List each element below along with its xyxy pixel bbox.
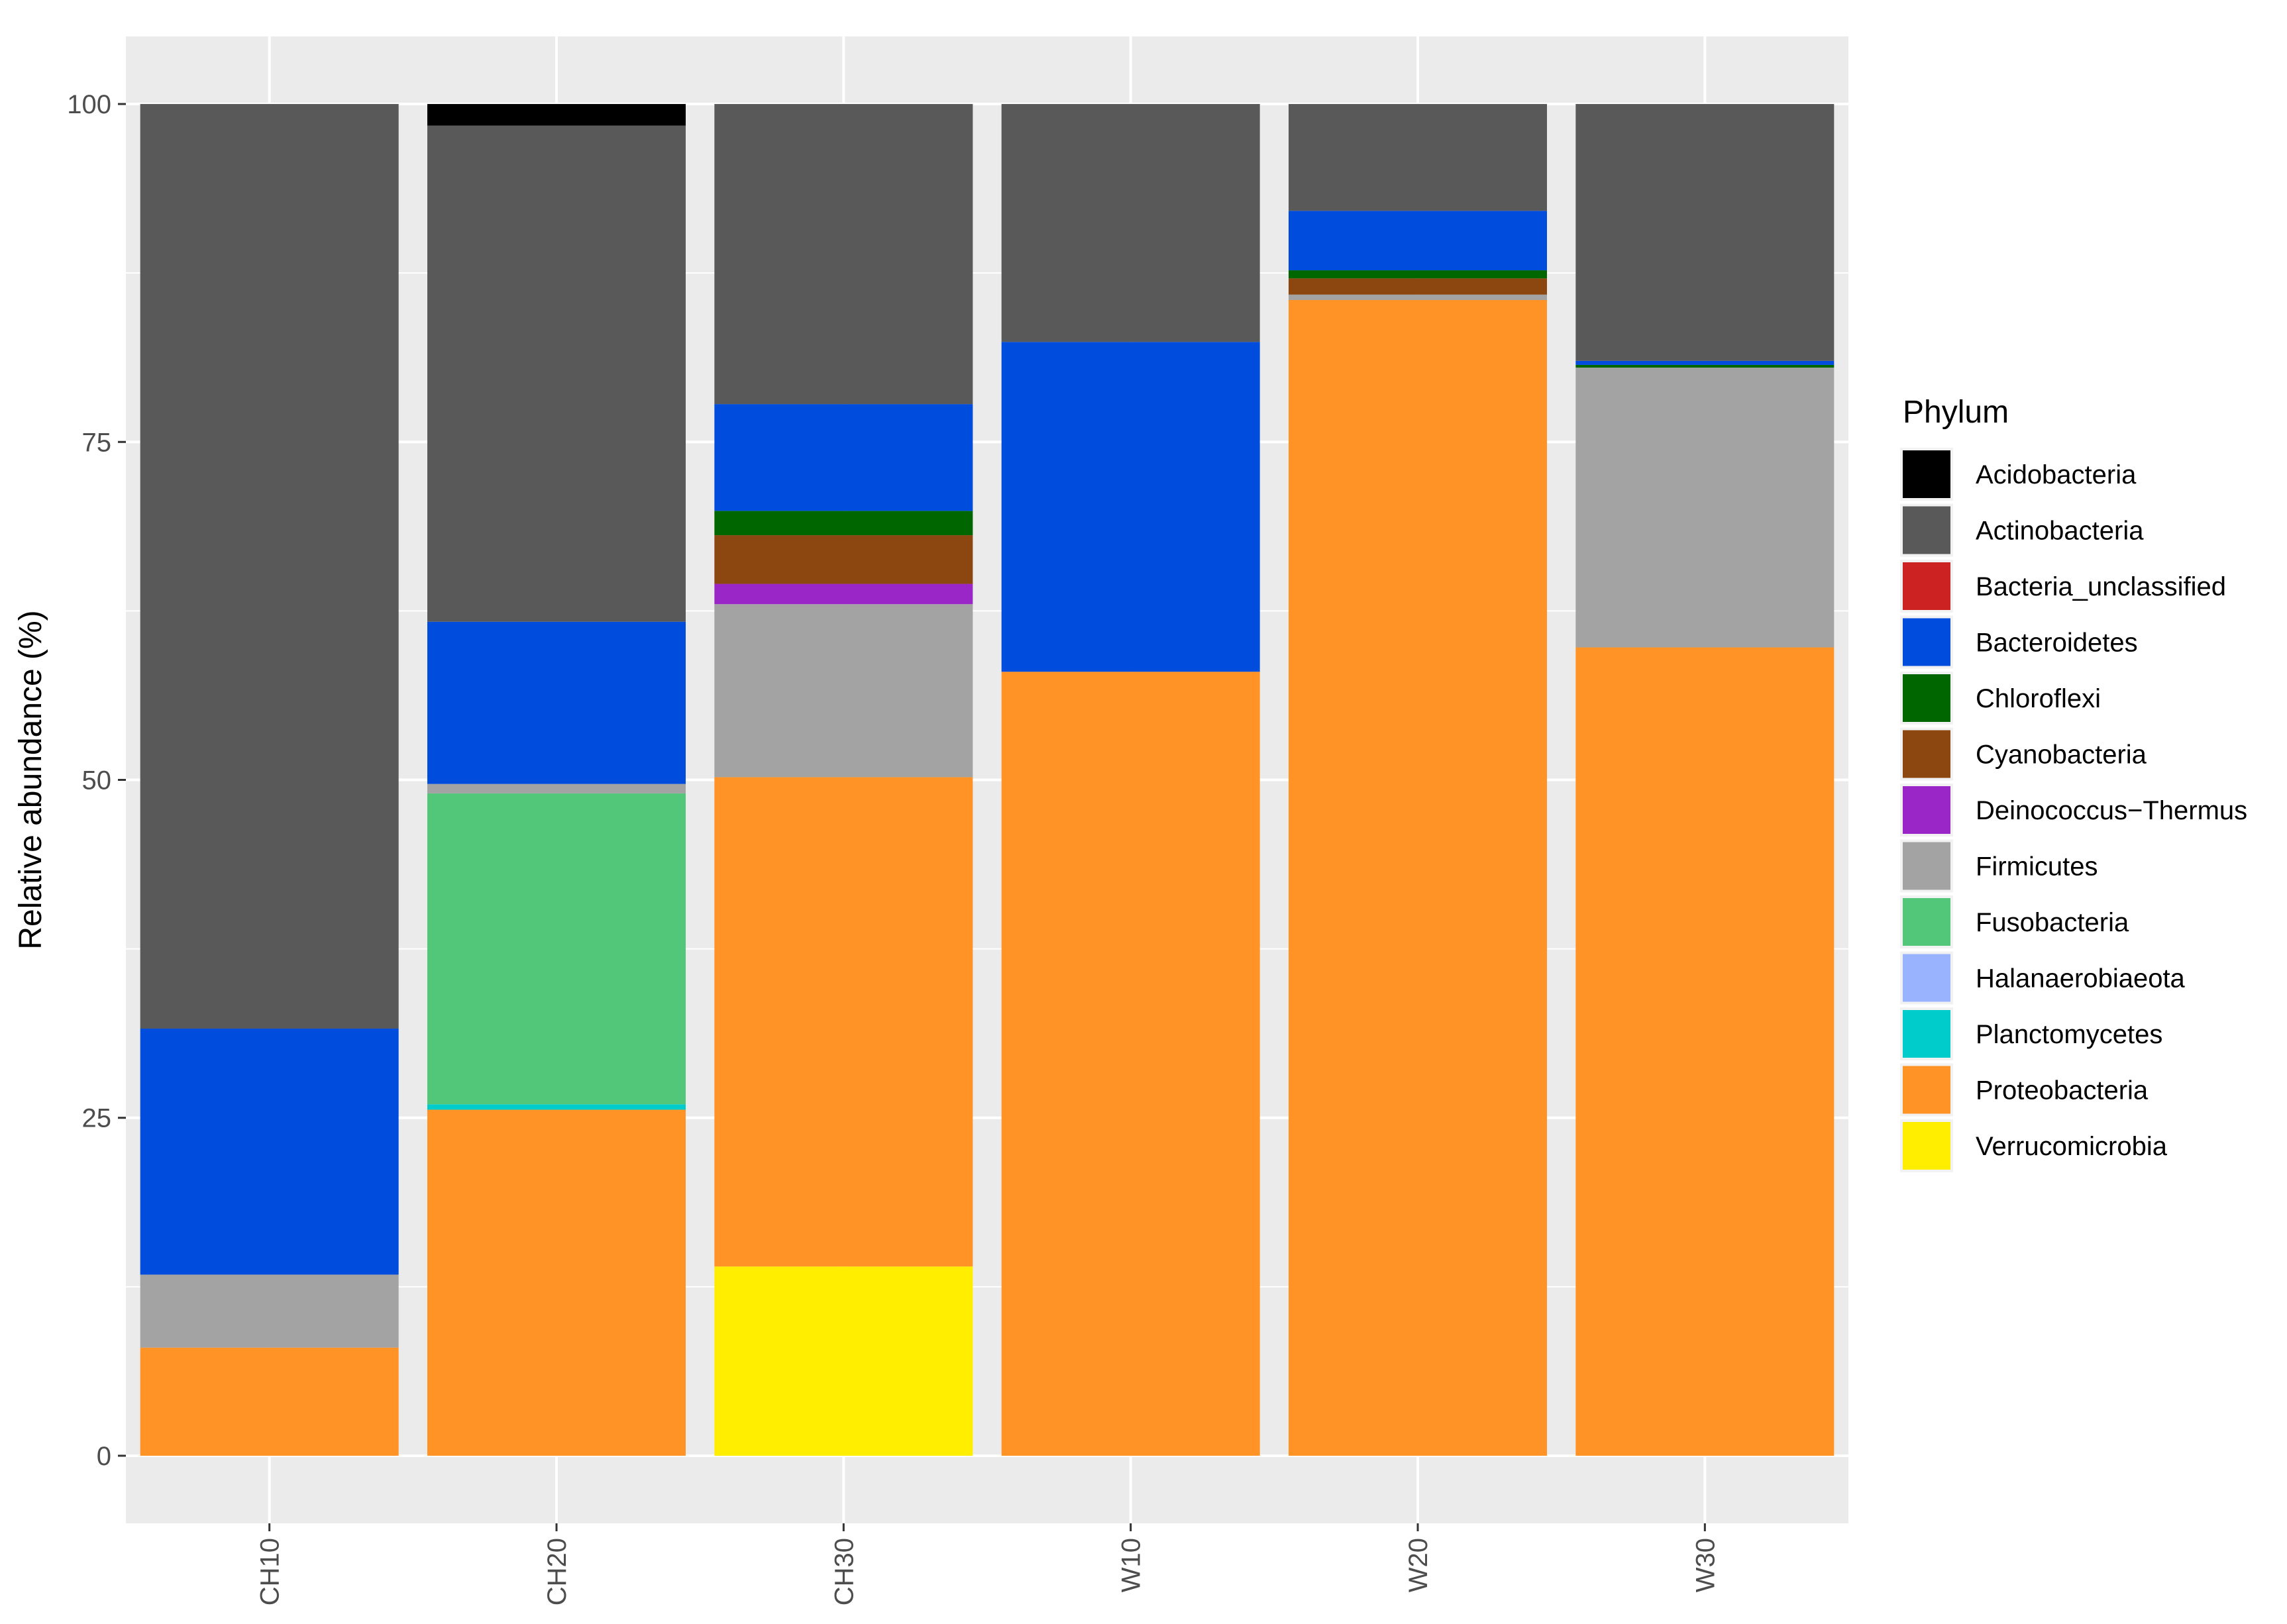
y-axis: 0 25 50 75 100 [67, 90, 126, 1471]
legend-swatch [1903, 898, 1950, 946]
bar-segment [1575, 360, 1835, 365]
legend-label: Deinococcus−Thermus [1976, 796, 2247, 825]
legend-item: Chloroflexi [1900, 672, 2101, 725]
bar-segment [1289, 270, 1547, 279]
y-tick-label: 50 [82, 766, 112, 795]
legend-item: Verrucomicrobia [1900, 1119, 2168, 1172]
legend-swatch [1903, 1122, 1950, 1170]
y-tick-label: 100 [67, 90, 111, 119]
bar-segment [1575, 368, 1835, 648]
bar-segment [1575, 647, 1835, 1456]
legend-swatch [1903, 562, 1950, 610]
bar-segment [1575, 104, 1835, 361]
legend-swatch [1903, 674, 1950, 722]
y-tick-label: 0 [97, 1442, 111, 1471]
y-axis-title: Relative abundance (%) [13, 610, 48, 949]
legend-item: Planctomycetes [1900, 1007, 2162, 1060]
bar-segment [1289, 299, 1547, 1456]
bar-segment [140, 1029, 399, 1275]
x-axis: CH10 CH20 CH30 W10 W20 W30 [256, 1523, 1720, 1605]
bar-segment [1001, 672, 1260, 1456]
legend-swatch [1903, 618, 1950, 666]
bar-stack-ch10 [140, 104, 399, 1456]
bar-segment [714, 535, 973, 584]
legend-label: Halanaerobiaeota [1976, 964, 2186, 993]
bar-segment [714, 604, 973, 778]
legend-label: Verrucomicrobia [1976, 1132, 2168, 1161]
legend-item: Actinobacteria [1900, 503, 2144, 557]
legend-item: Cyanobacteria [1900, 727, 2147, 781]
legend-item: Firmicutes [1900, 839, 2098, 893]
bar-segment [427, 104, 686, 126]
legend-label: Proteobacteria [1976, 1076, 2149, 1105]
x-tick-label: W20 [1404, 1538, 1433, 1592]
bar-segment [714, 1266, 973, 1456]
bar-segment [714, 404, 973, 511]
x-tick-label: CH30 [829, 1538, 859, 1605]
x-tick-label: W30 [1691, 1538, 1720, 1592]
bar-segment [714, 511, 973, 536]
legend-label: Bacteroidetes [1976, 629, 2138, 658]
legend-label: Fusobacteria [1976, 908, 2129, 937]
bar-stack-w30 [1575, 104, 1835, 1456]
legend-title: Phylum [1903, 395, 2009, 430]
y-tick-label: 25 [82, 1104, 112, 1133]
bar-segment [140, 104, 399, 1029]
bar-stack-ch30 [714, 104, 973, 1456]
legend-item: Bacteroidetes [1900, 615, 2138, 669]
legend-item: Halanaerobiaeota [1900, 951, 2186, 1005]
bar-segment [427, 784, 686, 793]
bar-segment [1001, 104, 1260, 342]
bar-segment [140, 1274, 399, 1348]
bar-segment [714, 584, 973, 605]
x-tick-label: W10 [1117, 1538, 1146, 1592]
bar-stack-w20 [1289, 104, 1547, 1456]
legend-label: Cyanobacteria [1976, 740, 2147, 770]
bar-segment [427, 793, 686, 1105]
legend-swatch [1903, 1066, 1950, 1114]
legend-label: Firmicutes [1976, 852, 2098, 882]
bar-segment [427, 125, 686, 622]
bar-segment [1289, 211, 1547, 271]
legend-item: Deinococcus−Thermus [1900, 784, 2247, 837]
bar-segment [427, 621, 686, 784]
bar-segment [427, 1104, 686, 1110]
legend-item: Acidobacteria [1900, 448, 2137, 501]
x-tick-label: CH20 [543, 1538, 572, 1605]
legend-label: Actinobacteria [1976, 517, 2144, 546]
bar-segment [1289, 278, 1547, 295]
legend-swatch [1903, 786, 1950, 834]
legend-swatch [1903, 954, 1950, 1002]
legend-swatch [1903, 506, 1950, 554]
bar-stack-w10 [1001, 104, 1260, 1456]
y-tick-label: 75 [82, 428, 112, 457]
legend: Phylum Acidobacteria Actinobacteria Bacter… [1900, 395, 2247, 1172]
legend-item: Fusobacteria [1900, 895, 2129, 948]
bar-segment [140, 1347, 399, 1456]
bars [140, 104, 1835, 1456]
legend-swatch [1903, 450, 1950, 498]
legend-item: Bacteria_unclassified [1900, 560, 2226, 613]
legend-label: Chloroflexi [1976, 684, 2101, 713]
x-tick-label: CH10 [256, 1538, 285, 1605]
bar-segment [1575, 364, 1835, 368]
legend-label: Planctomycetes [1976, 1020, 2162, 1049]
legend-item: Proteobacteria [1900, 1063, 2149, 1117]
legend-label: Acidobacteria [1976, 460, 2137, 489]
bar-segment [1001, 342, 1260, 672]
bar-stack-ch20 [427, 104, 686, 1456]
legend-swatch [1903, 1010, 1950, 1058]
bar-segment [1289, 294, 1547, 300]
legend-swatch [1903, 730, 1950, 778]
legend-label: Bacteria_unclassified [1976, 572, 2226, 601]
legend-swatch [1903, 842, 1950, 890]
bar-segment [714, 777, 973, 1267]
bar-segment [427, 1109, 686, 1456]
bar-segment [1289, 104, 1547, 211]
bar-segment [714, 104, 973, 405]
